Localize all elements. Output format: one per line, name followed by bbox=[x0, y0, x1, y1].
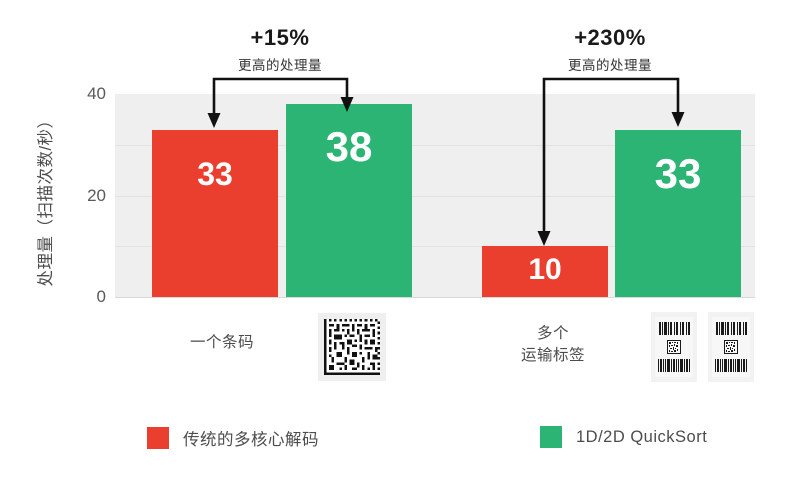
legend-label-quicksort: 1D/2D QuickSort bbox=[576, 427, 708, 446]
bar-multi-label-quicksort[interactable]: 33 bbox=[615, 129, 741, 297]
bar-single-barcode-traditional[interactable]: 33 bbox=[152, 129, 278, 297]
annotation-percent-single-barcode: +15% bbox=[250, 25, 310, 50]
bar-value-single-barcode-quicksort: 38 bbox=[325, 123, 373, 171]
shipping-label-glyph-2 bbox=[712, 317, 750, 377]
gridline-10 bbox=[115, 246, 755, 248]
shipping-label-icon-1 bbox=[651, 312, 697, 382]
bar-value-single-barcode-traditional: 33 bbox=[197, 155, 233, 192]
annotation-single-barcode: +15% 更高的处理量 bbox=[190, 25, 370, 74]
shipping-label-icon-2 bbox=[708, 312, 754, 382]
y-tick-label-20: 20 bbox=[87, 185, 106, 205]
y-tick-label-40: 40 bbox=[87, 84, 106, 103]
category-label-single-barcode-line1: 一个条码 bbox=[189, 334, 254, 351]
gridline-30 bbox=[115, 144, 755, 146]
legend-item-quicksort[interactable]: 1D/2D QuickSort bbox=[540, 426, 707, 448]
legend-swatch-traditional bbox=[147, 427, 169, 449]
annotation-percent-multi-label: +230% bbox=[574, 25, 646, 50]
category-label-single-barcode: 一个条码 bbox=[152, 332, 292, 354]
category-label-multi-label-line2: 运输标签 bbox=[520, 347, 585, 365]
y-tick-label-0: 0 bbox=[96, 287, 106, 306]
plot-area: 33 38 10 33 bbox=[115, 94, 755, 297]
bar-value-multi-label-quicksort: 33 bbox=[654, 149, 702, 197]
legend-item-traditional[interactable]: 传统的多核心解码 bbox=[147, 426, 319, 450]
category-label-multi-label: 多个 运输标签 bbox=[483, 323, 623, 368]
category-label-multi-label-line1: 多个 bbox=[536, 325, 569, 342]
y-axis-tick-labels: 40 20 0 bbox=[58, 0, 106, 486]
bar-single-barcode-quicksort[interactable]: 38 bbox=[286, 104, 412, 297]
x-axis-baseline bbox=[115, 297, 755, 298]
annotation-multi-label: +230% 更高的处理量 bbox=[515, 25, 705, 74]
shipping-label-glyph-1 bbox=[655, 317, 693, 377]
datamatrix-code-icon bbox=[318, 313, 386, 381]
bar-multi-label-traditional[interactable]: 10 bbox=[482, 246, 608, 297]
legend-label-traditional: 传统的多核心解码 bbox=[183, 431, 319, 449]
datamatrix-code-glyph bbox=[324, 319, 380, 375]
legend-swatch-quicksort bbox=[540, 426, 562, 448]
annotation-subtext-single-barcode: 更高的处理量 bbox=[238, 58, 322, 73]
annotation-subtext-multi-label: 更高的处理量 bbox=[568, 58, 652, 73]
gridline-20 bbox=[115, 195, 755, 197]
bar-value-multi-label-traditional: 10 bbox=[528, 253, 562, 287]
